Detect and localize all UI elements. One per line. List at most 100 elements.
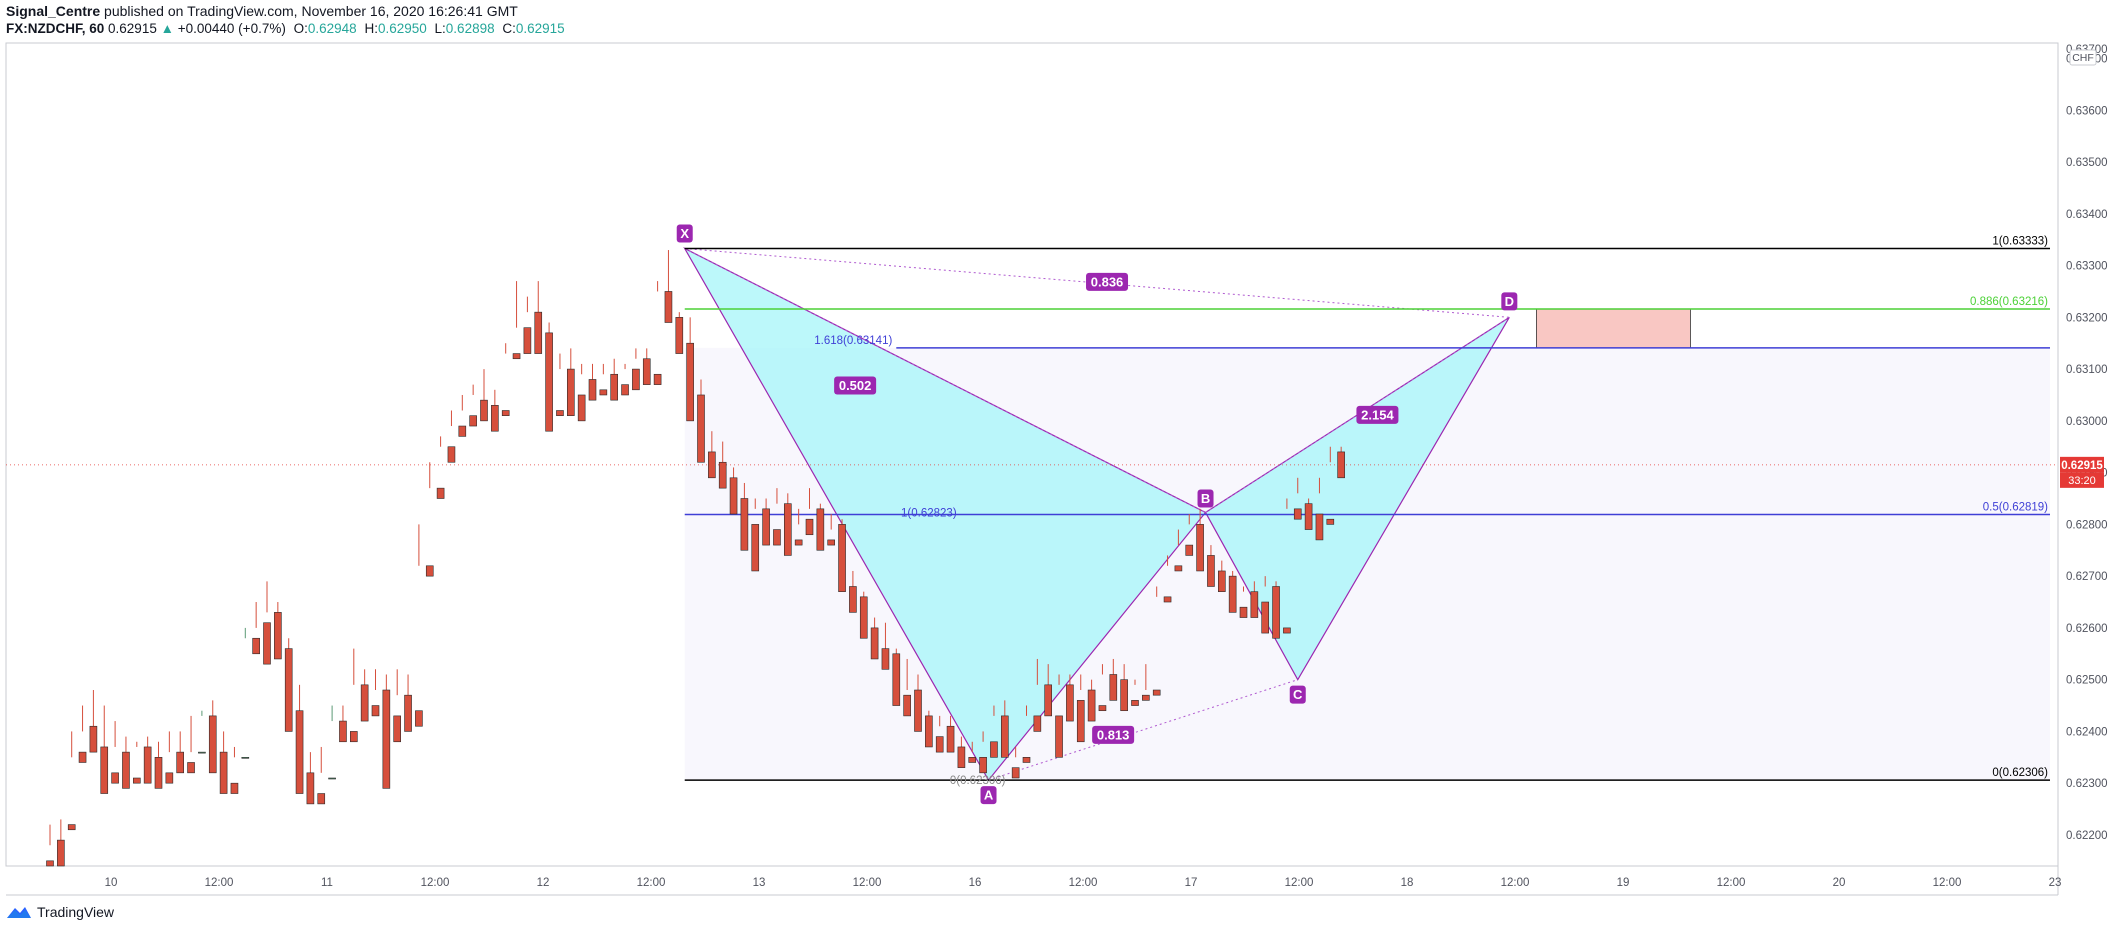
candle-down — [425, 565, 434, 577]
candle-down — [1087, 689, 1096, 722]
footer: TradingView — [6, 904, 114, 920]
candle-down — [523, 327, 532, 354]
candle-down — [1283, 627, 1291, 634]
ratio-label-bd-bg — [1356, 405, 1399, 424]
high-value: 0.62950 — [377, 21, 427, 36]
candle-down — [252, 637, 260, 655]
candle-down — [447, 446, 456, 463]
candle-down — [78, 751, 87, 763]
candle-down — [263, 622, 271, 665]
candle-down — [295, 710, 304, 794]
candle-down — [1326, 518, 1335, 525]
candle-down — [57, 839, 65, 867]
x-tick-label: 12 — [537, 877, 550, 889]
candle-up — [241, 757, 250, 759]
x-tick-label: 18 — [1401, 877, 1414, 889]
candle-down — [610, 373, 619, 401]
candle-down — [827, 539, 836, 546]
point-c-label[interactable]: C — [1289, 685, 1306, 704]
tradingview-logo-icon[interactable] — [6, 905, 32, 919]
candle-down — [1076, 700, 1085, 743]
symbol-label[interactable]: FX:NZDCHF, 60 — [6, 21, 105, 36]
open-label: O: — [293, 21, 308, 36]
candle-down — [946, 725, 955, 753]
x-tick-label: 12:00 — [637, 877, 666, 889]
fib-label: 0(0.62306) — [1992, 767, 2048, 779]
candle-down — [133, 777, 141, 784]
candle-down — [143, 746, 152, 784]
ratio-label-ac-text: 0.813 — [1097, 727, 1130, 742]
target-zone-box[interactable] — [1536, 308, 1691, 349]
ratio-label-xd-bg — [1086, 272, 1129, 291]
candle-down — [621, 384, 629, 396]
fib-levels-layer[interactable]: 1(0.63333) 0.886(0.63216) 1.618(0.63141) 0.… — [684, 235, 2050, 787]
candle-down — [881, 648, 890, 670]
candle-down — [979, 757, 987, 774]
candle-down — [46, 860, 54, 867]
x-tick-label: 12:00 — [421, 877, 450, 889]
pattern-labels-layer[interactable]: X A B C D 0.836 0.502 2.154 0.813 — [676, 224, 1518, 805]
candle-down — [556, 410, 564, 416]
candle-down — [1055, 715, 1063, 758]
publisher-name[interactable]: Signal_Centre — [6, 3, 101, 19]
x-tick-label: 10 — [105, 877, 118, 889]
ratio-label-xd-text: 0.836 — [1091, 274, 1124, 289]
open-value: 0.62948 — [307, 21, 357, 36]
axes-layer[interactable]: 0.62200 0.62300 0.62400 0.62500 0.62600 0.627… — [105, 44, 2108, 889]
candle-down — [935, 736, 944, 753]
candle-down — [208, 715, 217, 774]
ratio-label-xd[interactable]: 0.836 — [1086, 272, 1129, 291]
candle-down — [100, 746, 109, 794]
candle-down — [512, 353, 521, 360]
footer-brand[interactable]: TradingView — [37, 904, 115, 920]
ratio-line-xb — [684, 248, 1206, 513]
candle-down — [1304, 503, 1313, 530]
candle-down — [469, 415, 477, 427]
point-a-label[interactable]: A — [980, 786, 997, 805]
point-d-label-bg — [1501, 292, 1518, 311]
y-tick-label: 0.63400 — [2066, 209, 2108, 221]
candle-down — [1293, 508, 1302, 520]
point-c-label-text: C — [1293, 687, 1303, 702]
publish-line: Signal_Centre published on TradingView.c… — [6, 3, 518, 19]
candle-down — [371, 705, 380, 717]
candle-down — [1250, 591, 1259, 618]
candle-down — [1239, 606, 1248, 618]
candle-down — [892, 653, 901, 706]
last-price: 0.62915 — [108, 21, 157, 36]
candle-down — [653, 373, 662, 385]
point-x-label-bg — [676, 224, 693, 243]
x-tick-label: 12:00 — [853, 877, 882, 889]
point-b-label-bg — [1197, 489, 1214, 508]
candle-down — [903, 694, 911, 717]
ratio-label-bd[interactable]: 2.154 — [1356, 405, 1399, 424]
fib-label: 0.5(0.62819) — [1983, 502, 2048, 514]
point-b-label[interactable]: B — [1197, 489, 1214, 508]
candle-down — [501, 410, 510, 416]
x-tick-label: 12:00 — [1717, 877, 1746, 889]
currency-badge[interactable] — [2069, 49, 2097, 66]
ratio-label-ac[interactable]: 0.813 — [1092, 725, 1135, 744]
currency-text: CHF — [2072, 52, 2094, 64]
candle-down — [914, 689, 922, 732]
current-price-tag[interactable] — [2060, 456, 2104, 473]
candle-down — [664, 291, 673, 323]
y-tick-label: 0.63600 — [2066, 105, 2108, 117]
candle-down — [577, 394, 586, 422]
fib-label: 1(0.62823) — [901, 507, 957, 519]
x-tick-label: 23 — [2049, 877, 2062, 889]
candle-down — [686, 342, 694, 422]
point-d-label[interactable]: D — [1501, 292, 1518, 311]
y-tick-label: 0.62800 — [2066, 519, 2108, 531]
point-x-label[interactable]: X — [676, 224, 693, 243]
candle-up — [198, 751, 206, 754]
candle-down — [805, 518, 814, 536]
low-value: 0.62898 — [445, 21, 495, 36]
candle-down — [1218, 570, 1226, 592]
point-d-label-text: D — [1505, 294, 1514, 309]
y-tick-label: 0.62700 — [2066, 571, 2108, 583]
ratio-label-xb[interactable]: 0.502 — [834, 376, 877, 395]
point-b-label-text: B — [1201, 491, 1210, 506]
candle-down — [1022, 757, 1031, 763]
